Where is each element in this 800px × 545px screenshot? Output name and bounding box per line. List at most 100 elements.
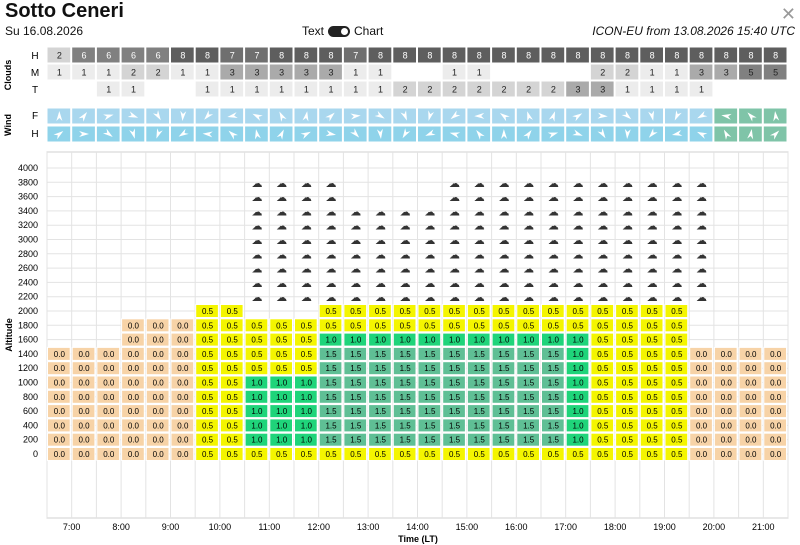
- thermal-value: 0.5: [350, 307, 362, 316]
- toggle-switch[interactable]: [328, 25, 351, 37]
- cloud-icon: ☁: [597, 249, 608, 261]
- thermal-value: 0.5: [572, 321, 584, 330]
- wind-arrow-icon: [276, 129, 284, 140]
- thermal-value: 0.5: [671, 364, 683, 373]
- close-icon[interactable]: ✕: [780, 4, 796, 24]
- thermal-value: 1.5: [325, 350, 337, 359]
- thermal-value: 0.0: [54, 407, 66, 416]
- cloud-icon: ☁: [350, 249, 361, 261]
- toggle-text-label[interactable]: Text: [302, 24, 325, 38]
- thermal-cell: [71, 432, 96, 447]
- cloud-cell: [417, 46, 442, 64]
- thermal-value: 1.0: [301, 393, 313, 402]
- thermal-cell: [170, 418, 195, 433]
- thermal-value: 0.0: [177, 364, 189, 373]
- thermal-value: 1.5: [350, 393, 362, 402]
- altitude-tick-label: 1400: [18, 349, 38, 359]
- cloud-cell: [367, 80, 393, 98]
- thermal-cell: [664, 447, 689, 461]
- thermal-cell: [738, 375, 763, 390]
- thermal-value: 1.5: [325, 393, 337, 402]
- thermal-value: 1.0: [572, 407, 584, 416]
- cloud-cell: [194, 63, 220, 81]
- cloud-icon: ☁: [301, 249, 312, 261]
- thermal-value: 0.0: [177, 379, 189, 388]
- thermal-cell: [195, 447, 219, 461]
- thermal-cell: [318, 346, 343, 361]
- thermal-cell: [368, 389, 392, 404]
- cloud-value: 8: [501, 51, 506, 61]
- cloud-icon: ☁: [350, 206, 361, 218]
- thermal-value: 0.0: [54, 450, 66, 459]
- thermal-cell: [392, 432, 417, 447]
- cloud-value: 3: [724, 68, 729, 78]
- cloud-cell: [491, 80, 516, 98]
- wind-arrow-icon: [648, 110, 655, 121]
- cloud-icon: ☁: [276, 264, 287, 276]
- cloud-value: 1: [304, 85, 309, 95]
- cloud-icon: ☁: [449, 292, 460, 304]
- wind-arrow-icon: [254, 129, 261, 140]
- thermal-cell: [639, 346, 664, 361]
- cloud-icon: ☁: [326, 292, 337, 304]
- thermal-value: 0.5: [597, 436, 609, 445]
- toggle-chart-label[interactable]: Chart: [354, 24, 384, 38]
- thermal-cell: [294, 389, 318, 404]
- cloud-value: 2: [625, 68, 630, 78]
- cloud-value: 8: [600, 51, 605, 61]
- cloud-cell: [71, 63, 96, 81]
- thermal-cell: [170, 404, 195, 419]
- cloud-value: 3: [699, 68, 704, 78]
- thermal-value: 0.5: [597, 379, 609, 388]
- thermal-value: 0.5: [597, 364, 609, 373]
- cloud-icon: ☁: [251, 292, 262, 304]
- cloud-icon: ☁: [523, 221, 534, 233]
- cloud-icon: ☁: [251, 278, 262, 290]
- thermal-cell: [269, 318, 293, 333]
- cloud-icon: ☁: [573, 249, 584, 261]
- thermal-value: 0.5: [647, 336, 659, 345]
- thermal-cell: [491, 304, 516, 318]
- thermal-value: 0.0: [696, 379, 708, 388]
- wind-arrow-icon: [547, 132, 559, 139]
- thermal-value: 0.5: [350, 450, 362, 459]
- view-toggle[interactable]: Text Chart: [302, 24, 383, 38]
- thermal-value: 0.5: [647, 450, 659, 459]
- thermal-cell: [565, 318, 590, 333]
- cloud-icon: ☁: [523, 235, 534, 247]
- cloud-icon: ☁: [251, 235, 262, 247]
- thermal-value: 1.5: [325, 421, 337, 430]
- thermal-cell: [615, 432, 639, 447]
- thermal-cell: [392, 375, 417, 390]
- location-title: Sotto Ceneri: [5, 0, 124, 22]
- thermal-cell: [417, 361, 442, 376]
- cloud-icon: ☁: [622, 192, 633, 204]
- thermal-value: 1.0: [424, 336, 436, 345]
- cloud-icon: ☁: [671, 278, 682, 290]
- thermal-value: 1.5: [548, 393, 560, 402]
- cloud-cell: [95, 63, 121, 81]
- cloud-cell: [392, 46, 417, 64]
- thermal-cell: [145, 432, 170, 447]
- cloud-cell: [466, 63, 492, 81]
- thermal-value: 0.0: [745, 350, 757, 359]
- cloud-icon: ☁: [696, 292, 707, 304]
- cloud-icon: ☁: [696, 178, 707, 190]
- thermal-cell: [689, 389, 713, 404]
- thermal-value: 0.5: [227, 307, 239, 316]
- cloud-cell: [293, 46, 319, 64]
- thermal-value: 1.5: [498, 350, 510, 359]
- thermal-value: 0.0: [54, 350, 66, 359]
- cloud-value: 8: [526, 51, 531, 61]
- thermal-cell: [47, 432, 71, 447]
- thermal-cell: [639, 447, 664, 461]
- thermal-cell: [615, 404, 639, 419]
- wind-arrow-icon: [178, 128, 189, 137]
- thermal-value: 0.0: [153, 436, 165, 445]
- cloud-icon: ☁: [449, 249, 460, 261]
- thermal-value: 0.5: [202, 421, 214, 430]
- thermal-value: 1.5: [424, 421, 436, 430]
- thermal-cell: [763, 418, 787, 433]
- thermal-value: 0.0: [770, 450, 782, 459]
- cloud-value: 2: [57, 51, 62, 61]
